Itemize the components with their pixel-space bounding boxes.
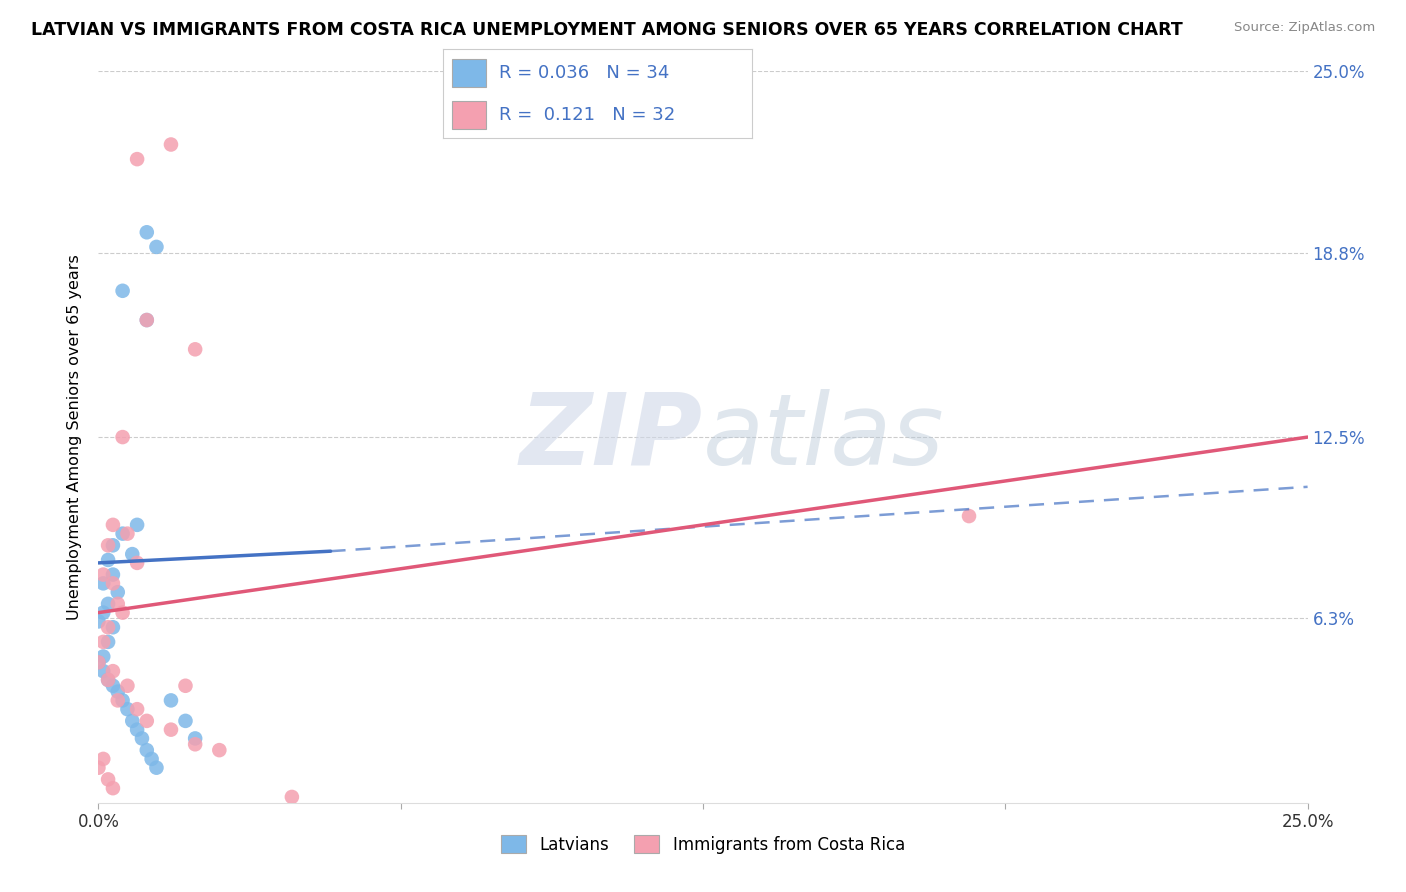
Point bbox=[91, 576, 114, 591]
Text: ZIP: ZIP bbox=[520, 389, 703, 485]
Point bbox=[97, 772, 120, 787]
Point bbox=[160, 693, 183, 707]
Point bbox=[111, 526, 134, 541]
Point bbox=[101, 664, 124, 678]
Point bbox=[160, 723, 183, 737]
Point bbox=[127, 517, 149, 532]
Point bbox=[87, 761, 110, 775]
Point bbox=[121, 547, 143, 561]
Point bbox=[91, 649, 114, 664]
Point bbox=[111, 693, 134, 707]
Point bbox=[141, 752, 163, 766]
Point bbox=[160, 137, 183, 152]
Point bbox=[145, 240, 167, 254]
Point bbox=[101, 781, 124, 796]
Point bbox=[91, 664, 114, 678]
Point bbox=[97, 620, 120, 634]
Point bbox=[97, 673, 120, 687]
Y-axis label: Unemployment Among Seniors over 65 years: Unemployment Among Seniors over 65 years bbox=[67, 254, 83, 620]
Point bbox=[107, 597, 129, 611]
Text: atlas: atlas bbox=[703, 389, 945, 485]
Point bbox=[97, 635, 120, 649]
Point bbox=[107, 684, 129, 698]
Point bbox=[127, 152, 149, 166]
Point bbox=[184, 731, 207, 746]
Point bbox=[97, 597, 120, 611]
Point bbox=[101, 567, 124, 582]
FancyBboxPatch shape bbox=[453, 101, 486, 129]
Point bbox=[281, 789, 304, 804]
Point bbox=[107, 585, 129, 599]
Point bbox=[135, 225, 157, 239]
Text: Source: ZipAtlas.com: Source: ZipAtlas.com bbox=[1234, 21, 1375, 34]
Point bbox=[97, 553, 120, 567]
FancyBboxPatch shape bbox=[453, 59, 486, 87]
Point bbox=[117, 526, 139, 541]
Text: LATVIAN VS IMMIGRANTS FROM COSTA RICA UNEMPLOYMENT AMONG SENIORS OVER 65 YEARS C: LATVIAN VS IMMIGRANTS FROM COSTA RICA UN… bbox=[31, 21, 1182, 38]
Text: R =  0.121   N = 32: R = 0.121 N = 32 bbox=[499, 106, 675, 124]
Point bbox=[97, 673, 120, 687]
Point bbox=[174, 714, 197, 728]
Point bbox=[111, 284, 134, 298]
Point bbox=[184, 737, 207, 751]
Point bbox=[101, 538, 124, 552]
Point bbox=[111, 606, 134, 620]
Point bbox=[87, 615, 110, 629]
Point bbox=[117, 679, 139, 693]
Point bbox=[87, 656, 110, 670]
Point bbox=[135, 313, 157, 327]
Point bbox=[131, 731, 153, 746]
Point bbox=[91, 752, 114, 766]
Point bbox=[101, 576, 124, 591]
Point bbox=[91, 567, 114, 582]
Point bbox=[101, 620, 124, 634]
Point bbox=[145, 761, 167, 775]
Point bbox=[87, 656, 110, 670]
Point bbox=[117, 702, 139, 716]
Point bbox=[91, 606, 114, 620]
Point bbox=[184, 343, 207, 357]
Point bbox=[208, 743, 231, 757]
Point bbox=[91, 635, 114, 649]
Point bbox=[127, 723, 149, 737]
Point bbox=[107, 693, 129, 707]
Text: R = 0.036   N = 34: R = 0.036 N = 34 bbox=[499, 64, 669, 82]
Point bbox=[135, 313, 157, 327]
Point bbox=[127, 556, 149, 570]
Point bbox=[101, 679, 124, 693]
Point bbox=[957, 509, 980, 524]
Point bbox=[174, 679, 197, 693]
Point bbox=[121, 714, 143, 728]
Point bbox=[135, 743, 157, 757]
Point bbox=[111, 430, 134, 444]
Point bbox=[135, 714, 157, 728]
Point bbox=[127, 702, 149, 716]
Point bbox=[101, 517, 124, 532]
Point bbox=[97, 538, 120, 552]
Legend: Latvians, Immigrants from Costa Rica: Latvians, Immigrants from Costa Rica bbox=[495, 829, 911, 860]
